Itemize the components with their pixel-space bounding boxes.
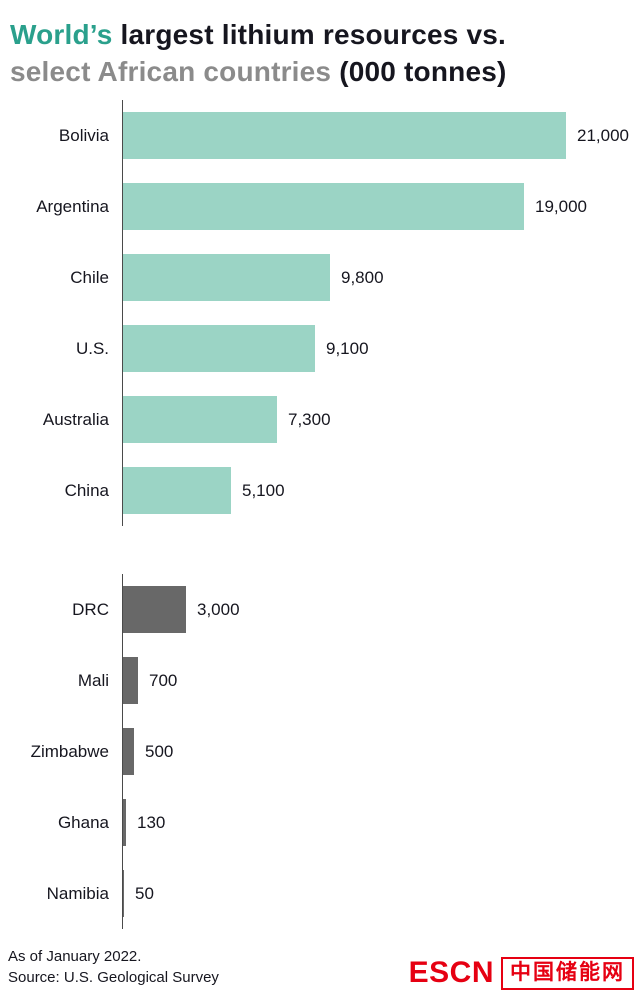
bar [123,325,315,372]
category-label: DRC [72,599,109,619]
bar-track: 700 [122,645,640,716]
bar-track: 7,300 [122,384,640,455]
value-label: 500 [145,741,174,761]
bar [123,183,524,230]
bar [123,799,126,846]
category-label: Mali [77,670,109,690]
bar-row: China 5,100 [0,455,640,526]
category-label: Namibia [46,883,109,903]
category-label: Argentina [36,196,109,216]
category-label: U.S. [75,338,109,358]
chart-footnote: As of January 2022. Source: U.S. Geologi… [8,946,219,988]
bar [123,467,231,514]
escn-logo-chinese: 中国储能网 [501,956,634,990]
bar-row: Australia 7,300 [0,384,640,455]
value-label: 9,800 [341,267,384,287]
value-label: 5,100 [242,480,285,500]
bar-row: Chile 9,800 [0,242,640,313]
category-label: Zimbabwe [30,741,109,761]
title-line2-gray: select African countries [10,56,332,87]
bar-row: Namibia 50 [0,858,640,929]
chart-title: World’s largest lithium resources vs. sel… [0,0,640,90]
title-line1-rest: largest lithium resources vs. [112,19,507,50]
bar-row: Ghana 130 [0,787,640,858]
title-highlight: World’s [10,19,113,50]
value-label: 130 [137,812,166,832]
value-label: 9,100 [326,338,369,358]
category-label: Australia [42,409,109,429]
bar-row: DRC 3,000 [0,574,640,645]
bar-track: 9,100 [122,313,640,384]
bar [123,254,330,301]
bar-row: Zimbabwe 500 [0,716,640,787]
escn-logo-latin: ESCN [408,956,494,989]
bar-track: 21,000 [122,100,640,171]
value-label: 21,000 [577,125,629,145]
category-label: Bolivia [58,125,109,145]
bar [123,112,566,159]
bar-track: 500 [122,716,640,787]
world-bar-chart: Bolivia 21,000 Argentina 19,000 Chile 9,800 U.… [0,100,640,526]
escn-logo: ESCN 中国储能网 [409,956,634,990]
bar-track: 9,800 [122,242,640,313]
african-bar-chart: DRC 3,000 Mali 700 Zimbabwe 500 Ghana 130 Namibi… [0,574,640,929]
value-label: 7,300 [288,409,331,429]
bar-row: U.S. 9,100 [0,313,640,384]
bar [123,586,186,633]
bar-track: 50 [122,858,640,929]
bar-track: 3,000 [122,574,640,645]
bar-track: 130 [122,787,640,858]
bar-track: 19,000 [122,171,640,242]
bar-row: Argentina 19,000 [0,171,640,242]
footnote-date: As of January 2022. [8,948,142,965]
bar-row: Mali 700 [0,645,640,716]
bar [123,728,134,775]
value-label: 19,000 [535,196,587,216]
value-label: 50 [135,883,154,903]
category-label: China [64,480,109,500]
footnote-source: Source: U.S. Geological Survey [8,969,219,986]
title-line2-rest: (000 tonnes) [331,56,507,87]
bar [123,657,138,704]
category-label: Ghana [57,812,109,832]
value-label: 700 [149,670,178,690]
bar [123,396,277,443]
bar [123,870,124,917]
bar-row: Bolivia 21,000 [0,100,640,171]
category-label: Chile [70,267,109,287]
bar-track: 5,100 [122,455,640,526]
value-label: 3,000 [197,599,240,619]
